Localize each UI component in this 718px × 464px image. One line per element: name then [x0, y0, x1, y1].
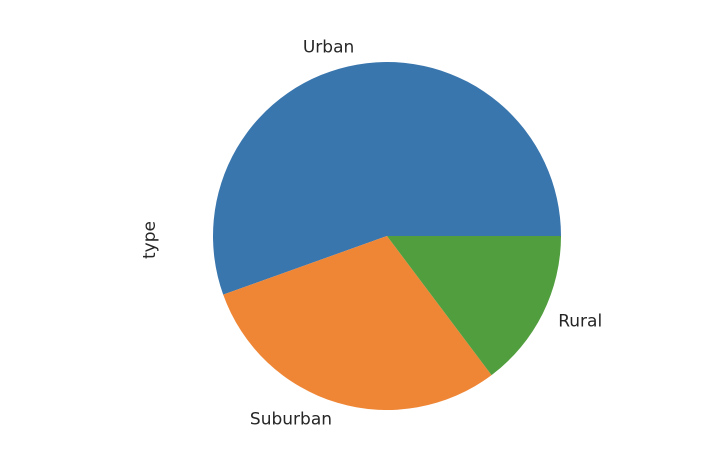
pie-labels: Urban Suburban Rural — [250, 37, 602, 429]
pie-label-suburban: Suburban — [250, 409, 332, 429]
pie-slice-urban — [213, 62, 561, 295]
y-axis-label: type — [140, 221, 160, 259]
pie-slice-suburban — [223, 236, 492, 410]
pie-slices — [213, 62, 561, 410]
pie-slice-rural — [387, 236, 561, 376]
pie-label-rural: Rural — [558, 311, 602, 331]
pie-label-urban: Urban — [303, 37, 354, 57]
